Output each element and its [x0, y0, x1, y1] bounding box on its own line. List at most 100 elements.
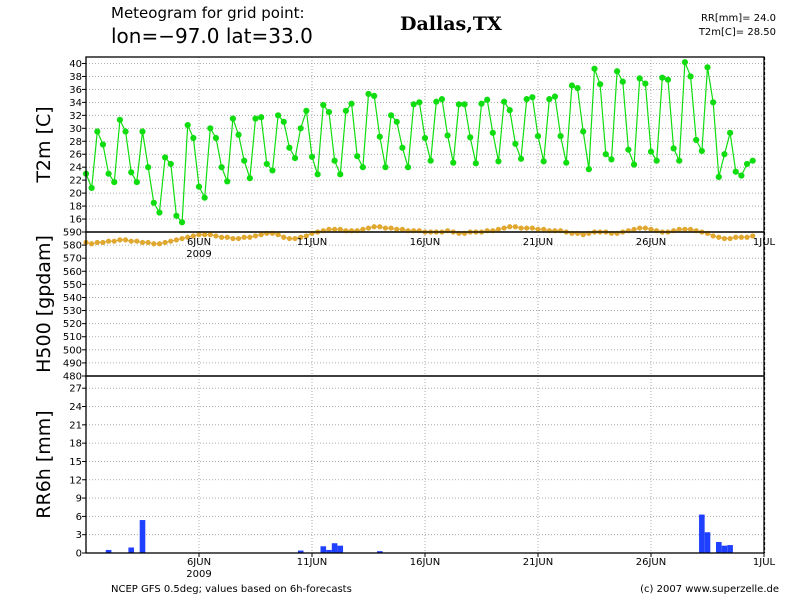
h500-data-point	[642, 225, 648, 231]
h500-data-point	[207, 232, 213, 238]
rain-total-stat: RR[mm]= 24.0	[700, 13, 776, 24]
t2m-axis-label: T2m [C]	[33, 106, 55, 183]
t2m-data-point	[303, 107, 310, 114]
h500-data-point	[337, 226, 343, 232]
h500-data-point	[134, 238, 140, 244]
h500-data-point	[117, 237, 123, 243]
h500-data-point	[326, 226, 332, 232]
t2m-data-point	[727, 129, 734, 136]
y-tick-label: 490	[63, 358, 82, 369]
h500-data-point	[541, 226, 547, 232]
t2m-data-point	[359, 164, 366, 171]
t2m-data-point	[495, 158, 502, 165]
t2m-data-point	[365, 90, 372, 98]
x-tick-label: 6JUN	[187, 557, 211, 568]
t2m-data-point	[721, 151, 728, 158]
y-tick-label: 12	[69, 475, 82, 486]
h500-data-point	[524, 225, 530, 231]
t2m-data-point	[512, 140, 519, 147]
t2m-data-point	[399, 144, 406, 151]
y-tick-label: 590	[63, 228, 82, 239]
t2m-data-point	[664, 76, 672, 83]
h500-data-point	[388, 225, 394, 231]
y-tick-label: 24	[69, 402, 82, 413]
rr6h-bar	[326, 549, 332, 553]
h500-data-point	[162, 239, 168, 246]
y-tick-label: 500	[63, 345, 82, 356]
t2m-data-point	[354, 153, 361, 160]
t2m-data-point	[150, 199, 157, 206]
x-tick-label-top: 1JUL	[753, 237, 776, 248]
t2m-data-point	[580, 128, 587, 135]
h500-data-point	[128, 238, 134, 244]
t2m-data-point	[173, 212, 180, 219]
h500-data-point	[219, 234, 225, 240]
t2m-data-point	[529, 94, 536, 101]
h500-data-point	[676, 226, 682, 232]
x-tick-label: 26JUN	[636, 557, 666, 568]
h500-data-point	[631, 226, 637, 232]
h500-data-point	[687, 226, 694, 232]
t2m-data-point	[704, 64, 711, 71]
h500-data-point	[298, 234, 304, 240]
h500-data-point	[303, 233, 309, 239]
y-tick-label: 570	[63, 254, 82, 265]
h500-data-point	[721, 235, 728, 242]
h500-data-point	[744, 234, 750, 240]
h500-data-point	[173, 237, 179, 243]
y-tick-label: 510	[63, 332, 82, 343]
y-tick-label: 15	[69, 457, 82, 468]
rr6h-bar	[727, 545, 733, 553]
t2m-data-point	[246, 175, 253, 182]
y-tick-label: 530	[63, 306, 82, 317]
t2m-data-point	[478, 100, 485, 107]
chart-title: Meteogram for grid point:	[111, 4, 305, 22]
h500-data-point	[258, 232, 264, 238]
rr6h-bar	[331, 543, 338, 553]
t2m-data-point	[602, 151, 609, 158]
rr6h-bar	[721, 545, 728, 553]
h500-data-point	[727, 235, 733, 242]
h500-data-point	[529, 225, 535, 231]
t2m-data-point	[647, 148, 655, 155]
y-tick-label: 26	[69, 150, 82, 161]
t2m-data-point	[630, 161, 638, 168]
h500-data-point	[94, 239, 100, 246]
rr6h-bar	[699, 514, 705, 553]
t2m-data-point	[235, 131, 242, 138]
t2m-data-point	[410, 101, 417, 108]
h500-data-point	[151, 241, 157, 247]
t2m-data-point	[574, 85, 581, 92]
y-tick-label: 550	[63, 280, 82, 291]
h500-data-point	[292, 235, 298, 242]
h500-axis-label: H500 [gpdam]	[33, 235, 55, 373]
t2m-data-point	[325, 108, 333, 116]
x-tick-label-top: 16JUN	[410, 237, 440, 248]
y-tick-label: 3	[76, 530, 82, 541]
t2m-data-point	[484, 96, 491, 103]
t2m-data-point	[393, 118, 400, 125]
h500-data-point	[580, 232, 586, 238]
t2m-data-point	[94, 128, 101, 135]
rr6h-bar	[377, 551, 383, 553]
t2m-data-point	[122, 128, 129, 135]
h500-data-point	[139, 239, 146, 246]
y-tick-label: 18	[69, 439, 82, 450]
rr6h-bar	[337, 545, 344, 553]
h500-data-point	[501, 225, 507, 231]
t2m-data-point	[382, 164, 389, 171]
h500-data-point	[235, 235, 242, 242]
t2m-data-point	[670, 145, 677, 152]
h500-data-point	[750, 233, 756, 239]
t2m-data-point	[467, 134, 474, 141]
t2m-data-point	[698, 147, 705, 155]
h500-data-point	[275, 232, 281, 238]
t2m-data-point	[201, 194, 208, 201]
y-tick-label: 16	[69, 215, 82, 226]
rr6h-axis-label: RR6h [mm]	[33, 410, 55, 518]
t2m-data-point	[241, 157, 248, 164]
y-tick-label: 27	[69, 384, 82, 395]
x-tick-label: 1JUL	[753, 557, 776, 568]
y-tick-label: 480	[63, 372, 82, 383]
h500-data-point	[507, 224, 513, 230]
